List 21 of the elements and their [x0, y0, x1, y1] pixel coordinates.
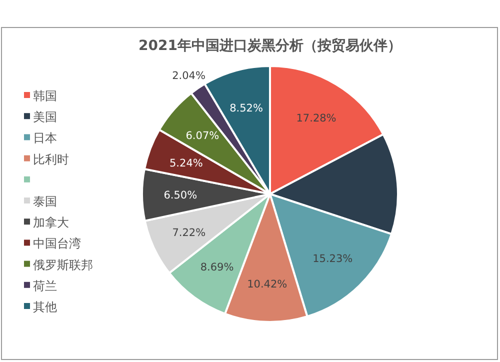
data-label: 15.23%: [312, 253, 353, 266]
legend-label: 美国: [33, 110, 57, 124]
legend-label: 俄罗斯联邦: [33, 258, 93, 272]
data-label: 7.22%: [172, 227, 206, 240]
data-label: 8.52%: [230, 102, 263, 115]
legend-label: 泰国: [33, 194, 57, 208]
legend-label: 韩国: [33, 89, 57, 103]
data-label: 10.42%: [247, 278, 288, 291]
legend-label: 荷兰: [33, 278, 57, 293]
legend-label: 其他: [33, 300, 57, 314]
chart-title: 2021年中国进口炭黑分析（按贸易伙伴）: [138, 37, 402, 54]
data-label: 5.24%: [170, 157, 203, 170]
legend-label: 加拿大: [33, 216, 69, 230]
data-label: 8.69%: [200, 261, 234, 274]
legend-label: 中国台湾: [33, 236, 81, 251]
data-label: 2.04%: [172, 70, 206, 82]
data-label: 6.07%: [186, 130, 220, 142]
data-label: 17.28%: [296, 112, 336, 124]
legend-label: 比利时: [33, 152, 69, 166]
legend-label: 日本: [33, 131, 57, 146]
data-label: 6.50%: [164, 190, 198, 202]
